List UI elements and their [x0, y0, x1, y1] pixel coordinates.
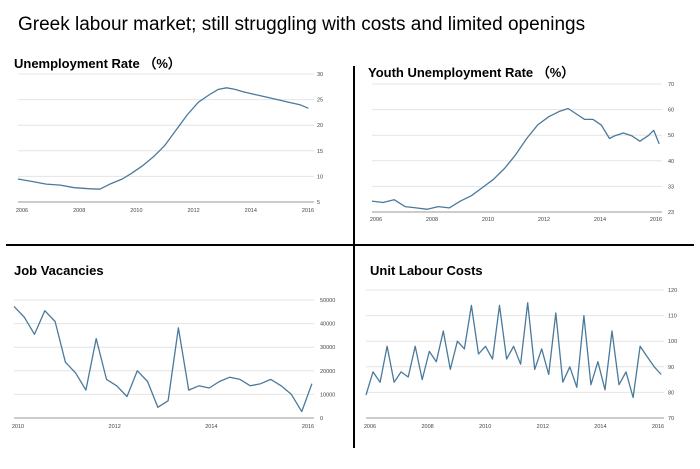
x-tick-label: 2014	[205, 424, 217, 430]
job-vacancies-chart: 0 10000 20000 30000 40000 50000 2010 2012 2014 20…	[12, 298, 335, 430]
youth-unemployment-chart: 23 33 40 50 60 70 2006 2008 2010 2012 2014 2016	[370, 82, 674, 223]
y-tick-label: 120	[668, 288, 677, 294]
x-tick-label: 2008	[421, 424, 433, 430]
y-tick-label: 5	[317, 200, 320, 206]
unemployment-chart: 5 10 15 20 25 30 2006 2008 2010 2012 2014 2016	[16, 72, 323, 214]
page-headline: Greek labour market; still struggling wi…	[18, 14, 586, 35]
y-tick-label: 15	[317, 149, 323, 155]
y-tick-label: 90	[668, 365, 674, 371]
y-tick-label: 10	[317, 174, 323, 180]
y-tick-label: 33	[668, 184, 674, 190]
x-tick-label: 2016	[650, 217, 662, 223]
x-tick-label: 2008	[426, 217, 438, 223]
x-tick-label: 2014	[594, 424, 606, 430]
unemployment-title-unit: （%）	[143, 56, 181, 71]
unemployment-title-text: Unemployment Rate	[14, 56, 140, 71]
x-tick-label: 2012	[538, 217, 550, 223]
y-tick-label: 30000	[320, 345, 335, 351]
youth-unemployment-title: Youth Unemployment Rate （%）	[368, 62, 574, 81]
y-tick-label: 10000	[320, 392, 335, 398]
y-tick-label: 60	[668, 108, 674, 114]
unit-labour-costs-chart: 70 80 90 100 110 120 2006 2008 2010 2012 2014 2016	[364, 288, 677, 430]
y-tick-label: 100	[668, 339, 677, 345]
x-tick-label: 2010	[130, 208, 142, 214]
x-tick-label: 2010	[479, 424, 491, 430]
x-tick-label: 2016	[302, 208, 314, 214]
youth-unemployment-title-text: Youth Unemployment Rate	[368, 65, 534, 80]
x-tick-label: 2006	[16, 208, 28, 214]
series-line	[371, 107, 660, 210]
series-line	[13, 305, 313, 413]
y-tick-label: 40	[668, 159, 674, 165]
job-vacancies-title: Job Vacancies	[14, 263, 104, 278]
y-tick-label: 23	[668, 210, 674, 216]
x-tick-label: 2006	[370, 217, 382, 223]
y-tick-label: 110	[668, 314, 677, 320]
series-line	[365, 302, 662, 399]
y-tick-label: 20	[317, 123, 323, 129]
horizontal-divider	[6, 244, 694, 246]
x-tick-label: 2008	[73, 208, 85, 214]
x-tick-label: 2012	[109, 424, 121, 430]
y-tick-label: 20000	[320, 369, 335, 375]
y-tick-label: 30	[317, 72, 323, 78]
x-tick-label: 2016	[652, 424, 664, 430]
youth-unemployment-title-unit: （%）	[536, 65, 575, 80]
unemployment-title: Unemployment Rate （%）	[14, 53, 181, 72]
y-tick-label: 50000	[320, 298, 335, 304]
vertical-divider	[353, 66, 355, 448]
y-tick-label: 70	[668, 416, 674, 422]
x-tick-label: 2014	[594, 217, 606, 223]
series-line	[17, 87, 309, 190]
x-tick-label: 2016	[302, 424, 314, 430]
x-tick-label: 2006	[364, 424, 376, 430]
y-tick-label: 70	[668, 82, 674, 88]
x-tick-label: 2010	[482, 217, 494, 223]
x-tick-label: 2014	[245, 208, 257, 214]
x-tick-label: 2010	[12, 424, 24, 430]
y-tick-label: 80	[668, 390, 674, 396]
y-tick-label: 25	[317, 98, 323, 104]
x-tick-label: 2012	[537, 424, 549, 430]
y-tick-label: 0	[320, 416, 323, 422]
y-tick-label: 40000	[320, 322, 335, 328]
unit-labour-costs-title: Unit Labour Costs	[370, 263, 483, 278]
x-tick-label: 2012	[187, 208, 199, 214]
y-tick-label: 50	[668, 133, 674, 139]
